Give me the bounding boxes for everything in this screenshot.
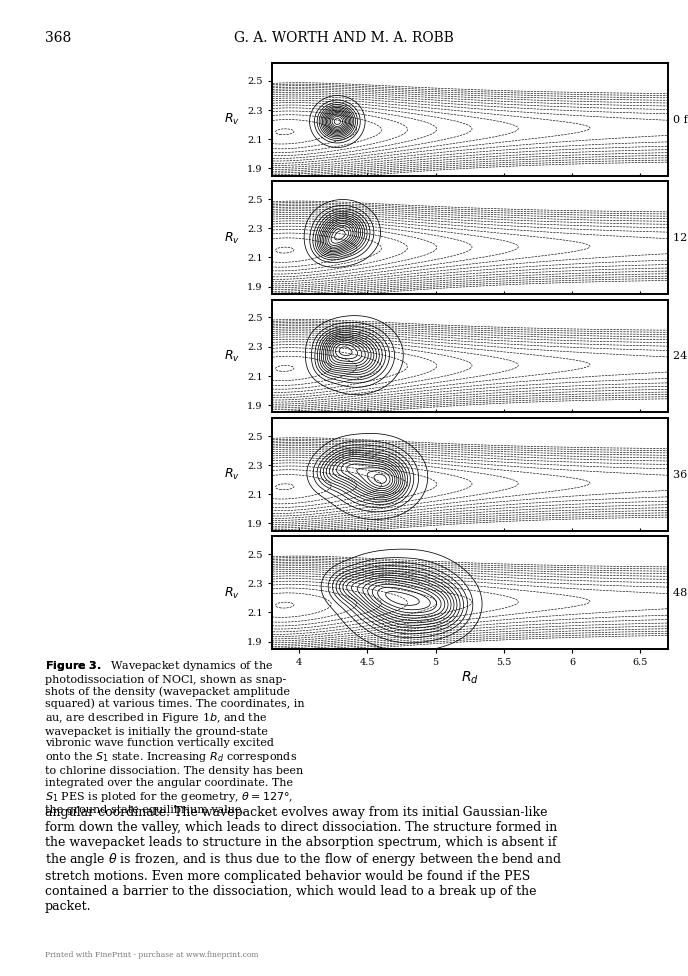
Text: angular coordinate. The wavepacket evolves away from its initial Gaussian-like
f: angular coordinate. The wavepacket evolv… <box>45 805 561 913</box>
Text: $R_v$: $R_v$ <box>224 112 240 127</box>
Text: $R_d$: $R_d$ <box>461 670 478 686</box>
Text: 36 fs: 36 fs <box>674 469 688 479</box>
Text: $R_v$: $R_v$ <box>224 467 240 482</box>
Text: 368: 368 <box>45 31 71 45</box>
Text: 24 fs: 24 fs <box>674 351 688 361</box>
Text: $R_v$: $R_v$ <box>224 348 240 364</box>
Text: $R_v$: $R_v$ <box>224 586 240 600</box>
Text: 12 fs: 12 fs <box>674 233 688 243</box>
Text: G. A. WORTH AND M. A. ROBB: G. A. WORTH AND M. A. ROBB <box>234 31 454 45</box>
Text: Printed with FinePrint - purchase at www.fineprint.com: Printed with FinePrint - purchase at www… <box>45 951 258 958</box>
Text: 0 fs: 0 fs <box>674 114 688 125</box>
Text: $R_v$: $R_v$ <box>224 230 240 246</box>
Text: 48 fs: 48 fs <box>674 588 688 598</box>
Text: $\mathbf{Figure\ 3.}$: $\mathbf{Figure\ 3.}$ <box>45 659 102 672</box>
Text: $\mathbf{Figure\ 3.}$  Wavepacket dynamics of the
photodissociation of NOCl, sho: $\mathbf{Figure\ 3.}$ Wavepacket dynamic… <box>45 659 304 815</box>
